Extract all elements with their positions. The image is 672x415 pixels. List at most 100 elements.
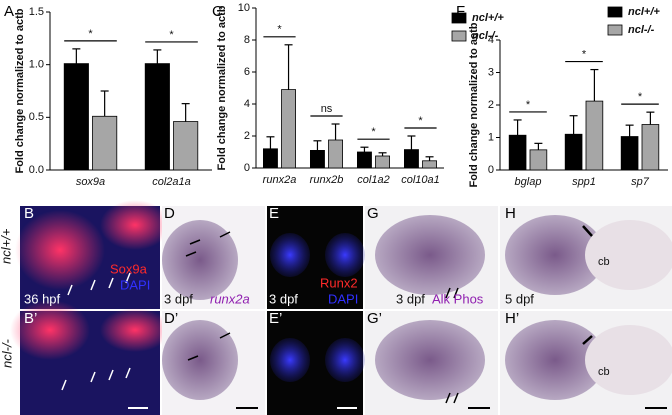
- structure-label: cb: [598, 256, 610, 268]
- image: [15, 210, 105, 290]
- significance-label: *: [371, 126, 376, 138]
- structure-label: cb: [598, 366, 610, 378]
- significance-label: *: [526, 99, 531, 111]
- bar: [92, 115, 118, 171]
- panel-texts: ncl+/+ ncl-/- B Sox9a DAPI 36 hpf B’ D 3…: [0, 205, 610, 378]
- x-tick-label: bglap: [515, 176, 542, 188]
- significance-label: *: [582, 48, 587, 60]
- y-tick-label: 4: [488, 34, 494, 46]
- x-tick-label: runx2b: [310, 174, 344, 186]
- panel-letter: F: [456, 3, 465, 20]
- bar: [356, 151, 372, 169]
- panel-letter: G’: [367, 310, 382, 327]
- row-label: ncl-/-: [0, 338, 14, 368]
- significance-label: *: [169, 29, 174, 41]
- y-tick-label: 2: [488, 99, 494, 111]
- y-tick-label: 6: [244, 66, 250, 78]
- bar: [328, 139, 344, 169]
- panel-letter: B’: [24, 310, 37, 327]
- image: [270, 233, 310, 277]
- legend-swatch: [607, 24, 623, 36]
- y-tick-label: 0.0: [29, 164, 44, 176]
- arrows: [61, 272, 131, 391]
- y-tick-label: 2: [244, 130, 250, 142]
- image: [100, 200, 170, 250]
- stain-label: Runx2: [320, 275, 358, 290]
- stage-label: 3 dpf: [164, 291, 193, 306]
- bar: [63, 63, 89, 171]
- legend-label: ncl+/+: [472, 12, 504, 24]
- legend-label: ncl-/-: [472, 30, 499, 42]
- significance-label: *: [418, 115, 423, 127]
- stain-label: Sox9a: [110, 261, 148, 276]
- panel-letter: B: [24, 205, 34, 222]
- y-tick-label: 10: [238, 2, 250, 14]
- y-axis-title: Fold change normalized to actb: [468, 22, 480, 187]
- significance-label: *: [88, 28, 93, 40]
- panel-letter: H’: [505, 310, 519, 327]
- image: [162, 220, 238, 300]
- image: [162, 320, 238, 400]
- legend-swatch: [607, 6, 623, 18]
- panel-letter: D’: [164, 310, 178, 327]
- legend-label: ncl-/-: [628, 24, 655, 36]
- stain-label: runx2a: [210, 291, 250, 306]
- image: [505, 215, 605, 295]
- bar: [620, 136, 639, 171]
- panel-letter: D: [164, 205, 175, 222]
- bar: [173, 121, 199, 171]
- bar: [309, 149, 325, 169]
- image: [10, 300, 90, 360]
- x-tick-label: col2a1a: [152, 176, 191, 188]
- stage-label: 3 dpf: [269, 291, 298, 306]
- x-tick-label: runx2a: [263, 174, 297, 186]
- y-tick-label: 8: [244, 34, 250, 46]
- stain-label: DAPI: [328, 291, 358, 306]
- bar: [641, 124, 660, 171]
- bar: [281, 89, 297, 169]
- stage-label: 5 dpf: [505, 291, 534, 306]
- bar: [585, 100, 604, 171]
- stage-label: 36 hpf: [24, 291, 61, 306]
- bar: [529, 149, 548, 171]
- arrows: [185, 225, 593, 404]
- x-tick-label: sp7: [631, 176, 650, 188]
- image: [585, 325, 672, 395]
- stain-label: DAPI: [120, 277, 150, 292]
- panel-letter: E: [269, 205, 279, 222]
- x-tick-label: col10a1: [401, 174, 440, 186]
- image: [325, 233, 365, 277]
- legend-swatch: [451, 12, 467, 24]
- bar: [403, 149, 419, 169]
- stage-label: 3 dpf: [396, 291, 425, 306]
- significance-label: ns: [321, 103, 333, 115]
- image: [505, 320, 605, 400]
- y-tick-label: 3: [488, 66, 494, 78]
- y-tick-label: 0.5: [29, 111, 44, 123]
- y-axis-title: Fold change normalized to actb: [216, 5, 228, 170]
- bar: [375, 155, 391, 169]
- bar: [262, 148, 278, 169]
- y-tick-label: 4: [244, 98, 250, 110]
- y-tick-label: 1: [488, 131, 494, 143]
- x-tick-label: spp1: [572, 176, 596, 188]
- image: [585, 220, 672, 290]
- x-tick-label: col1a2: [357, 174, 389, 186]
- significance-label: *: [638, 91, 643, 103]
- panel-letter: A: [4, 3, 14, 20]
- image: [100, 308, 170, 352]
- x-tick-label: sox9a: [76, 176, 105, 188]
- panel-letter: E’: [269, 310, 282, 327]
- bar: [422, 160, 438, 169]
- y-tick-label: 0: [244, 162, 250, 174]
- bar: [144, 63, 170, 171]
- image-panels: [10, 200, 672, 415]
- y-tick-label: 1.5: [29, 6, 44, 18]
- bar: [508, 134, 527, 171]
- panel-letter: C: [212, 3, 223, 20]
- y-tick-label: 0: [488, 164, 494, 176]
- legend-swatch: [451, 30, 467, 42]
- legend-label: ncl+/+: [628, 6, 660, 18]
- image: [325, 338, 365, 382]
